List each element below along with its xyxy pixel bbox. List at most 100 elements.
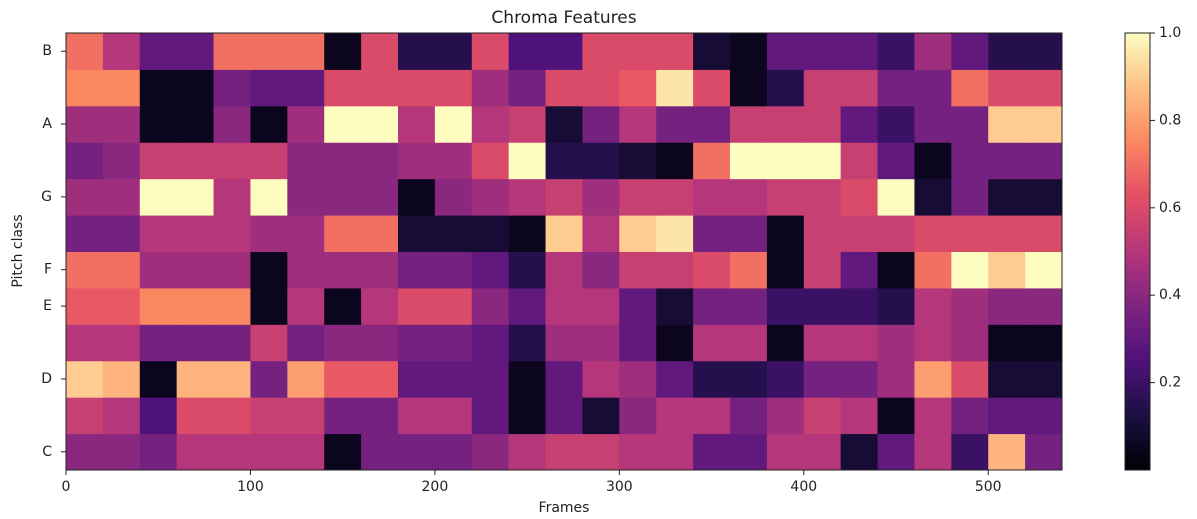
heatmap-cell [361, 288, 398, 325]
heatmap-cell [472, 324, 509, 361]
heatmap-cell [656, 142, 693, 179]
heatmap-cell [140, 434, 177, 471]
heatmap-cell [140, 106, 177, 143]
heatmap-cell [398, 397, 435, 434]
heatmap-cell [656, 361, 693, 398]
heatmap-cell [140, 361, 177, 398]
heatmap-cell [988, 288, 1025, 325]
x-tick-label: 200 [422, 479, 449, 495]
heatmap-cell [103, 215, 140, 252]
heatmap-cell [841, 179, 878, 216]
heatmap-cell [509, 106, 546, 143]
heatmap-cell [361, 179, 398, 216]
heatmap-cell [656, 288, 693, 325]
heatmap-cell [214, 397, 251, 434]
heatmap-cell [1025, 33, 1062, 70]
heatmap-cell [951, 33, 988, 70]
heatmap-cell [324, 33, 361, 70]
heatmap-cell [619, 397, 656, 434]
heatmap-cell [177, 434, 214, 471]
heatmap-cell [546, 434, 583, 471]
heatmap-cell [841, 69, 878, 106]
heatmap-cell [914, 69, 951, 106]
heatmap-cell [841, 252, 878, 289]
heatmap-cell [140, 324, 177, 361]
heatmap-cell [582, 324, 619, 361]
heatmap-cell [472, 33, 509, 70]
heatmap-cell [841, 33, 878, 70]
heatmap-cell [66, 397, 103, 434]
heatmap-cell [619, 69, 656, 106]
y-tick-label: A [42, 116, 52, 132]
x-tick-label: 400 [790, 479, 817, 495]
heatmap-cell [398, 324, 435, 361]
heatmap-cell [1025, 324, 1062, 361]
heatmap-cell [324, 324, 361, 361]
heatmap-cell [140, 252, 177, 289]
heatmap-cell [250, 252, 287, 289]
heatmap-cell [951, 142, 988, 179]
heatmap-cell [250, 69, 287, 106]
heatmap-cell [693, 288, 730, 325]
heatmap-cell [140, 215, 177, 252]
heatmap-cell [177, 179, 214, 216]
heatmap-cell [619, 361, 656, 398]
heatmap-cell [546, 215, 583, 252]
heatmap-cell [103, 434, 140, 471]
heatmap-cell [250, 434, 287, 471]
heatmap-cell [951, 361, 988, 398]
heatmap-cell [287, 324, 324, 361]
colorbar [1125, 33, 1150, 470]
heatmap-cell [509, 69, 546, 106]
heatmap-cell [878, 179, 915, 216]
heatmap-cell [693, 69, 730, 106]
heatmap-cell [841, 106, 878, 143]
heatmap-cell [509, 361, 546, 398]
heatmap-cell [730, 434, 767, 471]
heatmap-cell [546, 106, 583, 143]
heatmap-cell [767, 215, 804, 252]
x-tick-label: 300 [606, 479, 633, 495]
heatmap-cell [250, 215, 287, 252]
heatmap-cell [66, 288, 103, 325]
heatmap-cell [435, 288, 472, 325]
colorbar-tick-label: 0.4 [1159, 287, 1181, 303]
heatmap-cell [546, 288, 583, 325]
heatmap-cell [767, 69, 804, 106]
heatmap-cell [546, 33, 583, 70]
heatmap-cell [324, 215, 361, 252]
chart-title: Chroma Features [491, 8, 636, 28]
heatmap-cell [656, 324, 693, 361]
heatmap-cell [435, 142, 472, 179]
heatmap-cell [361, 69, 398, 106]
chart: Chroma Features Frames Pitch class 01002… [0, 0, 1197, 519]
heatmap-cell [767, 434, 804, 471]
heatmap-cell [693, 33, 730, 70]
heatmap-cell [66, 33, 103, 70]
heatmap-cell [103, 252, 140, 289]
heatmap-cell [1025, 288, 1062, 325]
heatmap-cell [1025, 69, 1062, 106]
heatmap-cell [472, 215, 509, 252]
heatmap-cell [914, 142, 951, 179]
heatmap-cell [66, 252, 103, 289]
heatmap-cell [1025, 397, 1062, 434]
heatmap-cell [287, 106, 324, 143]
heatmap-cell [878, 252, 915, 289]
heatmap-cell [951, 434, 988, 471]
heatmap-cell [472, 252, 509, 289]
heatmap-cell [582, 179, 619, 216]
heatmap-cell [841, 288, 878, 325]
heatmap-cell [546, 179, 583, 216]
heatmap-cell [767, 361, 804, 398]
heatmap-cell [472, 179, 509, 216]
heatmap-cell [841, 324, 878, 361]
heatmap-cell [878, 33, 915, 70]
heatmap-cell [988, 215, 1025, 252]
heatmap-cell [435, 69, 472, 106]
heatmap-cell [988, 361, 1025, 398]
heatmap-cell [988, 69, 1025, 106]
x-tick-label: 0 [62, 479, 71, 495]
heatmap-cell [656, 397, 693, 434]
heatmap-cell [693, 252, 730, 289]
